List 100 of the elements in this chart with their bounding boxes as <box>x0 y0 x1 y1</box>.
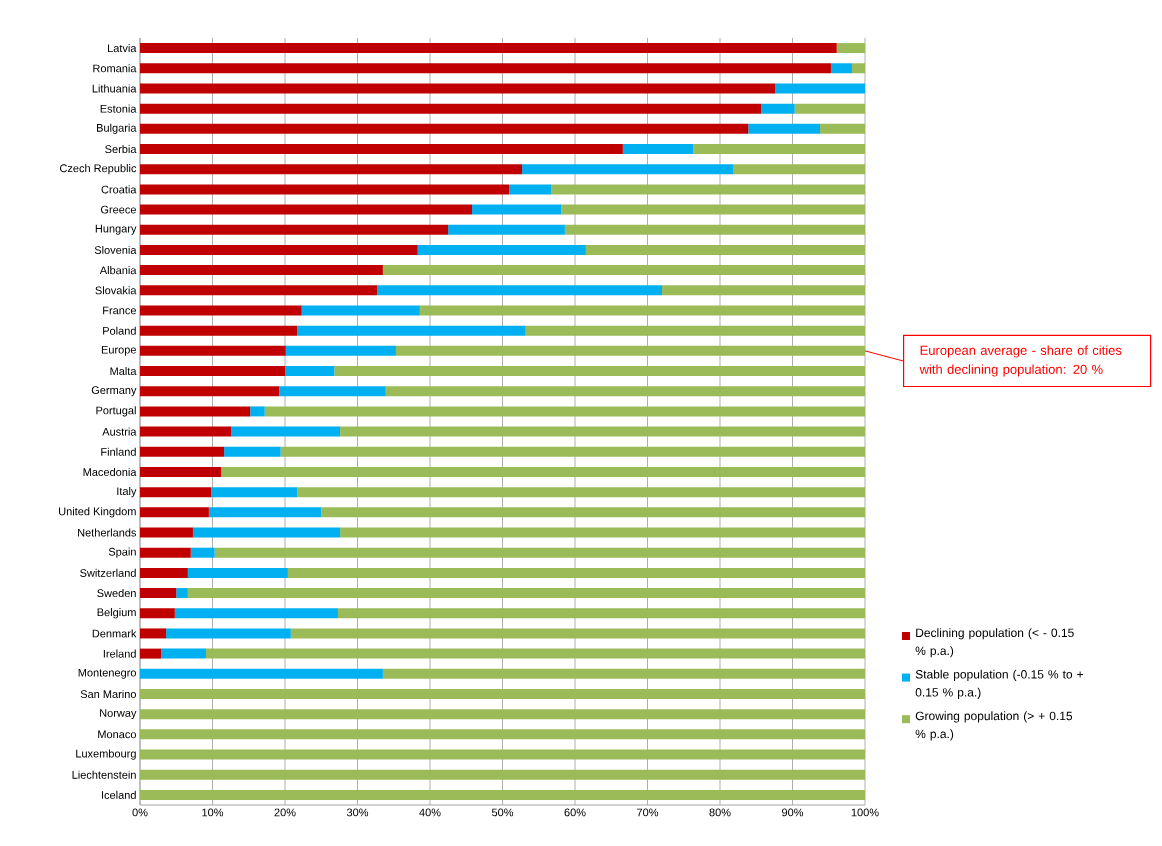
bar <box>140 123 749 134</box>
x-tick-label: 10% <box>202 808 224 817</box>
y-tick-label: Hungary <box>95 224 137 235</box>
bar <box>748 123 821 134</box>
y-tick-label: United Kingdom <box>59 507 136 518</box>
y-tick-label: Serbia <box>105 144 137 154</box>
bar <box>140 63 831 74</box>
bar <box>140 749 865 760</box>
x-tick-label: 50% <box>491 808 514 817</box>
bar <box>395 345 865 356</box>
y-tick-label: Croatia <box>101 185 137 194</box>
bar <box>301 305 420 316</box>
bar <box>140 648 162 659</box>
bar <box>187 588 865 599</box>
bar <box>561 204 865 215</box>
bar <box>140 446 225 457</box>
bar <box>140 366 286 377</box>
bar <box>377 285 663 296</box>
y-tick-label: Monaco <box>98 730 136 739</box>
bar <box>140 144 623 155</box>
bar <box>140 305 302 316</box>
bar <box>140 184 510 195</box>
bar <box>140 709 865 720</box>
bar <box>140 729 865 740</box>
bar <box>775 83 865 94</box>
bar <box>140 406 251 417</box>
legend-label: Declining population (< - 0.15 % p.a.) <box>915 628 1074 658</box>
bar <box>140 567 188 578</box>
y-tick-label: Latvia <box>108 44 137 53</box>
y-tick-label: Malta <box>110 367 137 376</box>
bar <box>140 688 865 699</box>
bar <box>334 366 865 377</box>
bar <box>140 588 177 599</box>
y-tick-label: Slovakia <box>95 286 137 295</box>
y-tick-label: Bulgaria <box>97 123 137 134</box>
bar <box>662 285 865 296</box>
x-tick-label: 60% <box>564 808 586 817</box>
bar <box>279 386 386 397</box>
legend-label: Stable population (-0.15 % to + 0.15 % p.a.) <box>915 669 1084 699</box>
bar <box>140 43 837 54</box>
y-tick-label: Luxembourg <box>76 749 136 760</box>
y-tick-label: Liechtenstein <box>72 770 136 779</box>
bar <box>448 224 565 235</box>
bar <box>851 63 865 74</box>
y-tick-label: Norway <box>100 709 137 720</box>
y-tick-label: Portugal <box>96 406 136 417</box>
y-tick-label: Europe <box>101 345 136 356</box>
bar <box>140 507 209 518</box>
bar <box>509 184 552 195</box>
bar <box>385 386 865 397</box>
bar <box>140 103 762 114</box>
y-tick-label: Lithuania <box>92 84 137 93</box>
bar <box>140 527 193 538</box>
bar <box>419 305 865 316</box>
y-tick-label: Finland <box>101 447 136 456</box>
y-tick-label: Slovenia <box>94 245 137 254</box>
y-tick-label: Poland <box>103 326 136 335</box>
bar <box>205 648 865 659</box>
bar <box>830 63 852 74</box>
x-tick-label: 100% <box>851 808 879 817</box>
x-tick-label: 80% <box>709 808 731 817</box>
y-tick-label: Estonia <box>100 104 137 113</box>
bar <box>264 406 865 417</box>
bar <box>224 446 281 457</box>
bar <box>250 406 265 417</box>
y-tick-label: Greece <box>100 205 136 214</box>
bar <box>622 144 694 155</box>
bar <box>340 426 865 437</box>
bar <box>733 164 865 175</box>
bar <box>297 325 526 336</box>
x-tick-label: 70% <box>637 808 659 817</box>
bar <box>761 103 795 114</box>
bar <box>285 366 335 377</box>
bar <box>140 789 865 800</box>
bar <box>820 123 865 134</box>
y-tick-label: Czech Republic <box>60 164 137 175</box>
bar <box>321 507 865 518</box>
bar <box>231 426 341 437</box>
bar <box>140 466 222 477</box>
bar <box>140 386 280 397</box>
bar <box>140 769 865 780</box>
y-tick-label: Romania <box>93 64 137 73</box>
y-tick-label: Albania <box>99 266 137 275</box>
bar <box>522 164 734 175</box>
bar <box>472 204 562 215</box>
y-tick-label: Germany <box>91 386 137 397</box>
bar <box>285 345 396 356</box>
x-tick-label: 90% <box>782 808 804 817</box>
bar <box>190 547 215 558</box>
x-tick-label: 30% <box>346 808 369 817</box>
y-tick-label: Spain <box>108 547 136 558</box>
bar <box>140 668 383 679</box>
y-tick-label: Ireland <box>103 649 136 658</box>
bar <box>214 547 865 558</box>
legend-label: Growing population (> + 0.15 % p.a.) <box>915 711 1073 741</box>
y-tick-label: Macedonia <box>83 467 137 476</box>
bar <box>337 608 865 619</box>
bar <box>192 527 341 538</box>
bar <box>382 265 865 276</box>
bar <box>140 628 167 639</box>
